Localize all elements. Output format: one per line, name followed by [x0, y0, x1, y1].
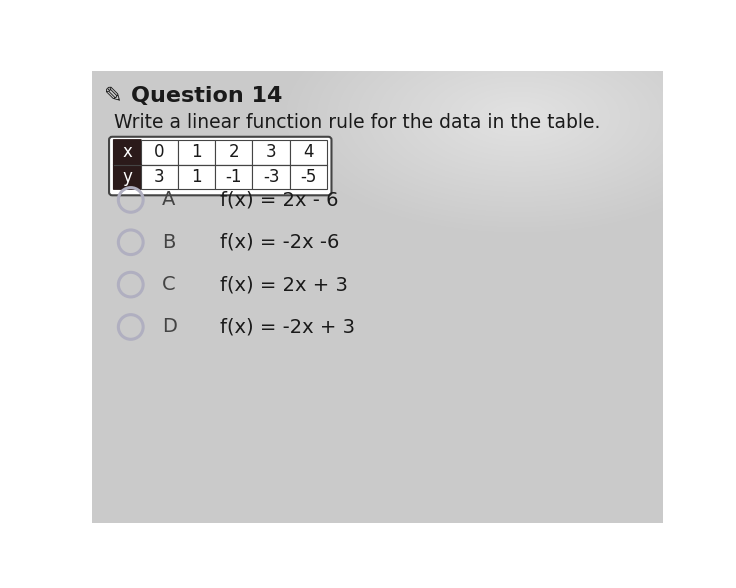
Text: f(x) = -2x + 3: f(x) = -2x + 3 — [220, 318, 355, 336]
Text: Question 14: Question 14 — [131, 86, 282, 106]
Text: -5: -5 — [300, 168, 316, 186]
Bar — [252, 140, 290, 165]
FancyBboxPatch shape — [113, 163, 141, 190]
Text: f(x) = 2x + 3: f(x) = 2x + 3 — [220, 275, 347, 294]
Text: D: D — [162, 318, 177, 336]
Bar — [178, 140, 215, 165]
Text: C: C — [162, 275, 175, 294]
Bar — [141, 165, 178, 189]
FancyBboxPatch shape — [109, 137, 331, 195]
Bar — [290, 165, 327, 189]
Text: -3: -3 — [263, 168, 279, 186]
Text: 2: 2 — [228, 143, 239, 161]
Text: 4: 4 — [303, 143, 314, 161]
Text: ✎: ✎ — [105, 86, 123, 106]
Text: 0: 0 — [154, 143, 165, 161]
Text: 3: 3 — [154, 168, 165, 186]
Text: f(x) = 2x - 6: f(x) = 2x - 6 — [220, 191, 339, 209]
Text: 1: 1 — [191, 143, 202, 161]
Text: y: y — [122, 168, 132, 186]
Bar — [252, 165, 290, 189]
Text: 1: 1 — [191, 168, 202, 186]
Text: A: A — [162, 191, 175, 209]
Text: f(x) = -2x -6: f(x) = -2x -6 — [220, 233, 339, 252]
Bar — [178, 165, 215, 189]
Text: -1: -1 — [225, 168, 242, 186]
Text: B: B — [162, 233, 175, 252]
FancyBboxPatch shape — [113, 139, 141, 165]
Text: 3: 3 — [266, 143, 276, 161]
Text: Write a linear function rule for the data in the table.: Write a linear function rule for the dat… — [113, 113, 600, 132]
Bar — [141, 140, 178, 165]
Bar — [215, 140, 252, 165]
Bar — [290, 140, 327, 165]
Text: x: x — [122, 143, 132, 161]
Bar — [215, 165, 252, 189]
